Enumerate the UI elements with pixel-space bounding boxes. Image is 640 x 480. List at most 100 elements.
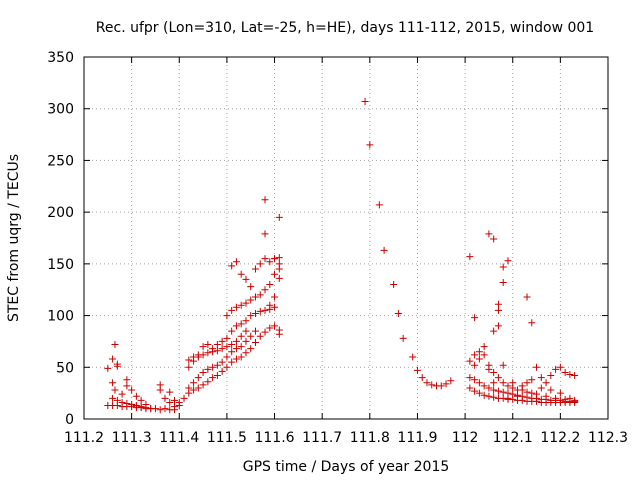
data-point bbox=[166, 388, 174, 396]
data-point bbox=[509, 379, 517, 387]
plot-frame bbox=[83, 56, 609, 420]
data-point bbox=[104, 364, 112, 372]
data-point bbox=[399, 334, 407, 342]
data-point bbox=[218, 367, 226, 375]
data-point bbox=[556, 389, 564, 397]
data-points bbox=[104, 97, 579, 414]
data-point bbox=[118, 398, 126, 406]
data-point bbox=[242, 327, 250, 335]
data-point bbox=[494, 374, 502, 382]
data-point bbox=[423, 379, 431, 387]
data-point bbox=[480, 391, 488, 399]
data-point bbox=[480, 382, 488, 390]
data-point bbox=[209, 345, 217, 353]
data-point bbox=[533, 363, 541, 371]
y-tick-label: 0 bbox=[65, 412, 74, 428]
data-point bbox=[251, 293, 259, 301]
y-tick-label: 250 bbox=[47, 153, 74, 169]
data-point bbox=[128, 401, 136, 409]
data-point bbox=[447, 377, 455, 385]
data-point bbox=[251, 338, 259, 346]
y-tick-labels: 0 50 100 150 200 250 300 350 bbox=[47, 50, 74, 428]
data-point bbox=[180, 394, 188, 402]
data-point bbox=[111, 341, 119, 349]
data-point bbox=[266, 281, 274, 289]
data-point bbox=[123, 399, 131, 407]
data-point bbox=[271, 270, 279, 278]
data-point bbox=[428, 381, 436, 389]
data-point bbox=[494, 300, 502, 308]
data-point bbox=[223, 343, 231, 351]
data-point bbox=[194, 351, 202, 359]
data-point bbox=[232, 345, 240, 353]
data-point bbox=[542, 392, 550, 400]
data-point bbox=[366, 141, 374, 149]
data-point bbox=[471, 361, 479, 369]
data-point bbox=[232, 322, 240, 330]
data-point bbox=[232, 337, 240, 345]
data-point bbox=[261, 328, 269, 336]
x-tick-label: 111.4 bbox=[159, 430, 199, 446]
y-tick-label: 200 bbox=[47, 205, 74, 221]
data-point bbox=[199, 343, 207, 351]
data-point bbox=[533, 390, 541, 398]
data-point bbox=[113, 362, 121, 370]
data-point bbox=[390, 281, 398, 289]
data-point bbox=[466, 253, 474, 261]
x-tick-labels: 111.2 111.3 111.4 111.5 111.6 111.7 111.8 111.9… bbox=[64, 430, 628, 446]
x-tick-label: 111.5 bbox=[207, 430, 247, 446]
data-point bbox=[275, 274, 283, 282]
data-point bbox=[437, 382, 445, 390]
data-point bbox=[471, 376, 479, 384]
data-point bbox=[380, 246, 388, 254]
data-point bbox=[204, 378, 212, 386]
data-point bbox=[190, 386, 198, 394]
data-point bbox=[218, 345, 226, 353]
data-point bbox=[490, 327, 498, 335]
data-point bbox=[418, 374, 426, 382]
data-point bbox=[109, 379, 117, 387]
data-point bbox=[485, 230, 493, 238]
data-point bbox=[266, 324, 274, 332]
data-point bbox=[194, 384, 202, 392]
chart-title: Rec. ufpr (Lon=310, Lat=-25, h=HE), days… bbox=[96, 20, 594, 36]
data-point bbox=[204, 365, 212, 373]
data-point bbox=[123, 376, 131, 384]
data-point bbox=[471, 314, 479, 322]
x-tick-label: 111.9 bbox=[397, 430, 437, 446]
x-tick-label: 111.6 bbox=[254, 430, 294, 446]
data-point bbox=[256, 307, 264, 315]
data-point bbox=[242, 349, 250, 357]
data-point bbox=[242, 275, 250, 283]
data-point bbox=[537, 374, 545, 382]
data-point bbox=[199, 381, 207, 389]
data-point bbox=[271, 293, 279, 301]
data-point bbox=[475, 389, 483, 397]
data-point bbox=[499, 361, 507, 369]
axis-ticks bbox=[83, 56, 609, 420]
data-point bbox=[218, 337, 226, 345]
data-point bbox=[137, 403, 145, 411]
data-point bbox=[232, 355, 240, 363]
data-point bbox=[490, 379, 498, 387]
data-point bbox=[132, 402, 140, 410]
data-point bbox=[490, 393, 498, 401]
data-point bbox=[375, 201, 383, 209]
data-point bbox=[261, 255, 269, 263]
data-point bbox=[109, 355, 117, 363]
data-point bbox=[552, 365, 560, 373]
data-point bbox=[199, 368, 207, 376]
data-point bbox=[409, 353, 417, 361]
data-point bbox=[466, 374, 474, 382]
data-point bbox=[566, 371, 574, 379]
data-point bbox=[466, 357, 474, 365]
data-point bbox=[266, 301, 274, 309]
data-point bbox=[271, 303, 279, 311]
data-point bbox=[171, 406, 179, 414]
data-point bbox=[247, 332, 255, 340]
data-point bbox=[523, 388, 531, 396]
data-point bbox=[504, 382, 512, 390]
data-point bbox=[142, 401, 150, 409]
data-point bbox=[228, 348, 236, 356]
data-point bbox=[504, 257, 512, 265]
